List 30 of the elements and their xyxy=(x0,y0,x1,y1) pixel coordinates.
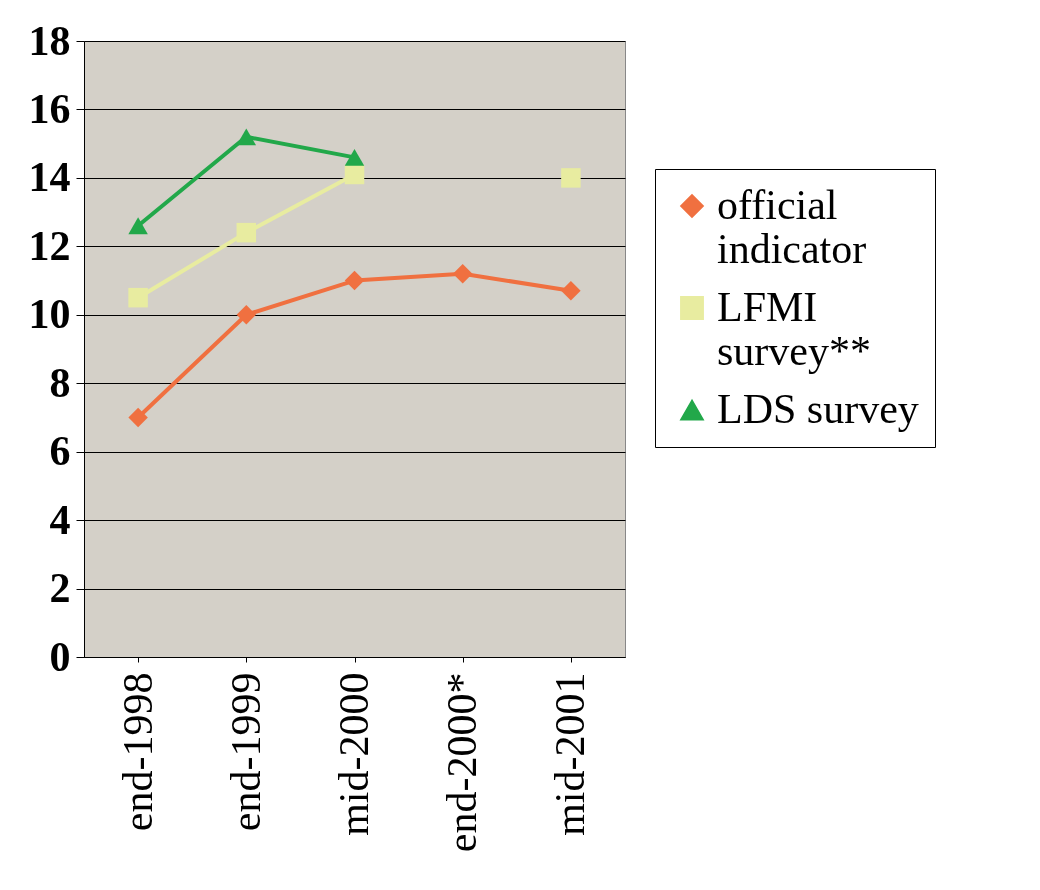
y-tick-label: 18 xyxy=(28,17,71,64)
y-tick-label: 10 xyxy=(28,291,71,338)
y-tick-label: 8 xyxy=(49,359,71,406)
point xyxy=(561,168,581,188)
legend-label: official indicator xyxy=(717,182,867,272)
x-tick-label: end-1999 xyxy=(222,672,269,832)
legend-label: LFMI survey** xyxy=(717,284,871,374)
y-tick-label: 16 xyxy=(28,85,71,132)
point xyxy=(236,305,257,325)
y-tick-label: 14 xyxy=(28,154,71,201)
point xyxy=(561,281,581,301)
x-tick-label: end-1998 xyxy=(114,672,161,832)
point xyxy=(128,287,148,308)
point xyxy=(344,270,365,291)
point xyxy=(452,263,473,284)
point xyxy=(344,148,365,166)
legend-label: LDS survey xyxy=(717,386,919,432)
x-tick-label: mid-2000 xyxy=(331,672,377,836)
y-tick-label: 2 xyxy=(49,565,71,612)
x-tick-label: end-2000* xyxy=(439,672,486,853)
point xyxy=(128,217,148,235)
y-tick-label: 4 xyxy=(49,496,71,543)
y-tick-label: 0 xyxy=(49,633,71,680)
y-tick-label: 12 xyxy=(28,222,71,269)
point xyxy=(236,128,257,146)
y-tick-label: 6 xyxy=(49,428,71,475)
point xyxy=(344,164,365,185)
point xyxy=(236,222,257,243)
point xyxy=(128,407,148,428)
x-tick-label: mid-2001 xyxy=(547,672,594,836)
